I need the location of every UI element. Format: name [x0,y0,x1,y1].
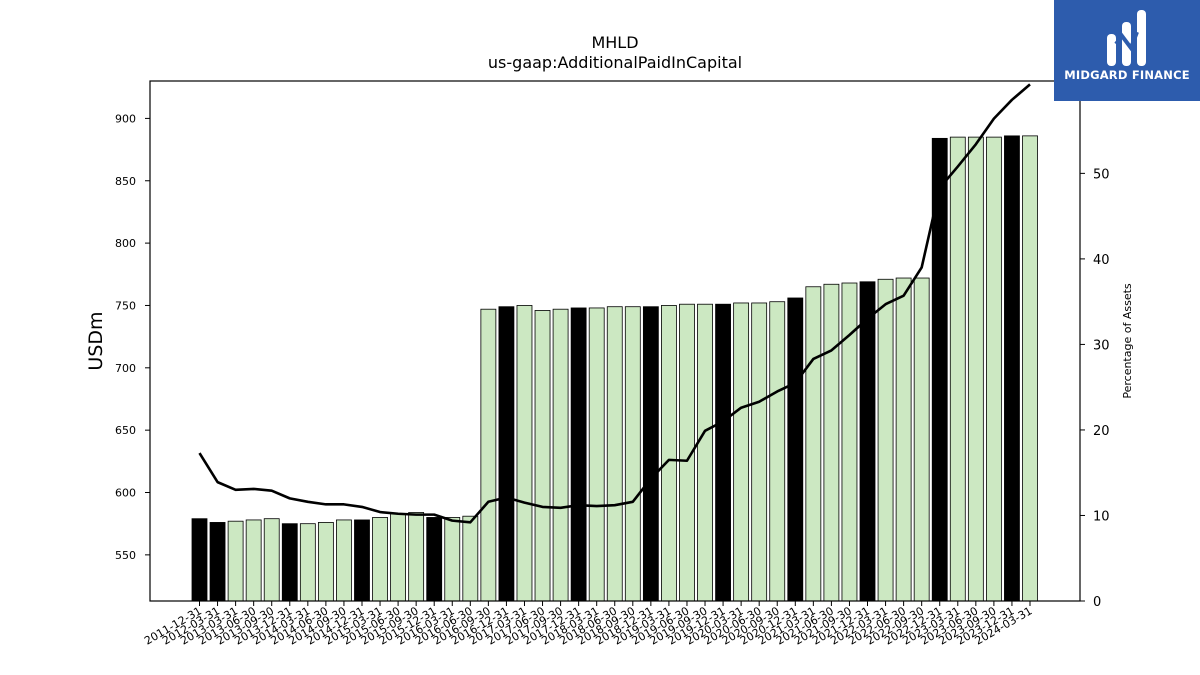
percentage-line [198,83,1031,524]
bar [281,523,298,602]
logo-text: MIDGARD FINANCE [1064,68,1190,82]
bar [534,310,551,602]
bar [372,517,388,602]
bar [336,519,352,602]
y2-tick-label: 10 [1093,509,1110,524]
y-tick-label: 900 [115,112,136,125]
bar [426,517,443,602]
bar [715,303,731,602]
bar [823,283,840,602]
y-tick-label: 750 [115,299,136,312]
bar [390,513,407,602]
bar [191,518,208,602]
y-tick-label: 800 [115,237,136,250]
bar [967,136,984,602]
bar [769,301,786,602]
bar [480,308,497,602]
bar [805,286,822,602]
bar [317,522,334,602]
chart-subtitle: us-gaap:AdditionalPaidInCapital [487,53,743,72]
bar [245,519,262,602]
bar [1022,135,1038,602]
bar [697,303,713,602]
y2-tick-label: 0 [1093,595,1101,610]
bar [859,281,876,602]
y2-tick-label: 40 [1093,253,1110,268]
bar [985,136,1002,602]
bar [877,278,894,602]
bar [624,306,641,602]
bar [787,297,804,602]
chart-title: MHLD [591,33,639,52]
y-axis-label: USDm [85,311,107,370]
bar [733,302,750,602]
bar [408,512,425,602]
bar [498,306,515,602]
midgard-finance-logo-icon [1107,10,1146,66]
bar [895,277,912,602]
bar [444,517,461,602]
bar [606,306,623,602]
bar [227,520,244,602]
bar [588,307,605,602]
bar [263,518,280,602]
bar [299,523,316,602]
bar [552,308,569,602]
bar [949,136,966,602]
brand-logo: MIDGARD FINANCE [1054,0,1200,101]
y-tick-label: 700 [115,362,136,375]
bar [354,519,370,602]
y2-tick-label: 20 [1093,424,1110,439]
y-tick-label: 600 [115,487,136,500]
bar [570,307,587,602]
y2-tick-label: 30 [1093,338,1110,353]
y-tick-label: 550 [115,549,136,562]
y-tick-label: 850 [115,175,136,188]
bar [209,522,226,602]
bar [1004,135,1020,602]
y2-axis-label: Percentage of Assets [1121,283,1134,399]
y2-tick-label: 50 [1093,167,1110,182]
bar [462,515,479,602]
bar [516,305,533,602]
bar [661,305,677,602]
bar [913,277,930,602]
bar [751,302,768,602]
y-tick-label: 650 [115,424,136,437]
bar [642,306,659,602]
